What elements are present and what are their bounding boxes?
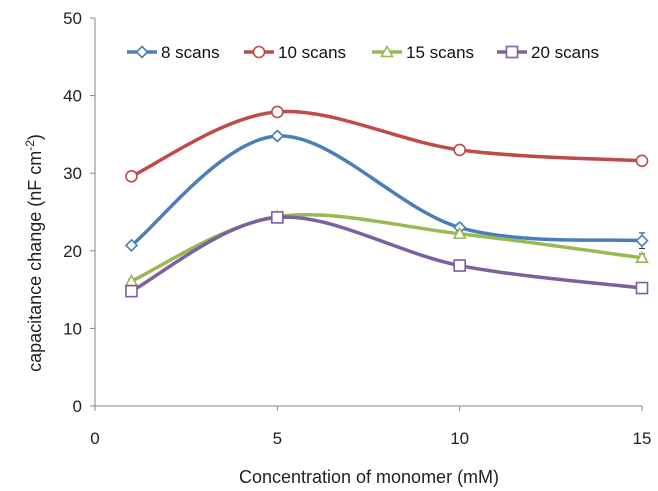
y-tick-label: 50 bbox=[63, 9, 82, 28]
legend-label: 15 scans bbox=[406, 43, 474, 62]
x-tick-label: 0 bbox=[90, 429, 99, 448]
y-tick-label: 0 bbox=[73, 397, 82, 416]
legend-item: 8 scans bbox=[127, 43, 220, 62]
legend-item: 10 scans bbox=[244, 43, 346, 62]
y-tick-label: 10 bbox=[63, 319, 82, 338]
data-point bbox=[125, 170, 138, 183]
y-axis-title-main: capacitance change (nF cm bbox=[25, 151, 45, 372]
y-axis-title: capacitance change (nF cm-2) bbox=[23, 134, 45, 372]
data-point bbox=[271, 211, 284, 224]
legend-marker bbox=[380, 44, 394, 58]
y-tick-label: 30 bbox=[63, 164, 82, 183]
series-line bbox=[129, 213, 644, 283]
data-point bbox=[635, 250, 649, 263]
data-point bbox=[270, 129, 284, 143]
data-point bbox=[453, 143, 466, 157]
data-point bbox=[124, 238, 139, 252]
series-group bbox=[124, 105, 649, 298]
series-20-scans bbox=[125, 211, 649, 298]
legend-label: 10 scans bbox=[278, 43, 346, 62]
y-axis-title-superscript: -2 bbox=[23, 140, 37, 151]
axes: 0 10 20 30 40 50 0 5 10 15 bbox=[63, 9, 651, 448]
series-line bbox=[129, 109, 644, 179]
y-tick-label: 40 bbox=[63, 87, 82, 106]
series-15-scans bbox=[124, 209, 649, 287]
legend-marker bbox=[505, 45, 519, 59]
data-point bbox=[635, 281, 649, 295]
x-tick-label: 10 bbox=[450, 429, 469, 448]
data-point bbox=[635, 234, 649, 248]
legend-label: 20 scans bbox=[531, 43, 599, 62]
series-10-scans bbox=[125, 105, 649, 183]
data-point bbox=[452, 226, 467, 239]
series-8-scans bbox=[124, 129, 649, 252]
y-axis-title-close: ) bbox=[25, 134, 45, 140]
legend: 8 scans 10 scans 15 scans 20 scans bbox=[127, 43, 599, 62]
data-point bbox=[271, 105, 284, 119]
x-tick-label: 5 bbox=[273, 429, 282, 448]
legend-item: 20 scans bbox=[497, 43, 599, 62]
data-point bbox=[635, 154, 649, 168]
x-tick-label: 15 bbox=[633, 429, 652, 448]
legend-marker bbox=[252, 45, 266, 59]
data-point bbox=[125, 284, 138, 298]
data-point bbox=[453, 259, 466, 272]
legend-marker bbox=[135, 45, 149, 59]
series-line bbox=[129, 134, 644, 248]
x-axis-title: Concentration of monomer (mM) bbox=[239, 467, 499, 487]
legend-label: 8 scans bbox=[161, 43, 220, 62]
series-line bbox=[129, 215, 644, 293]
y-tick-label: 20 bbox=[63, 242, 82, 261]
legend-item: 15 scans bbox=[372, 43, 474, 62]
